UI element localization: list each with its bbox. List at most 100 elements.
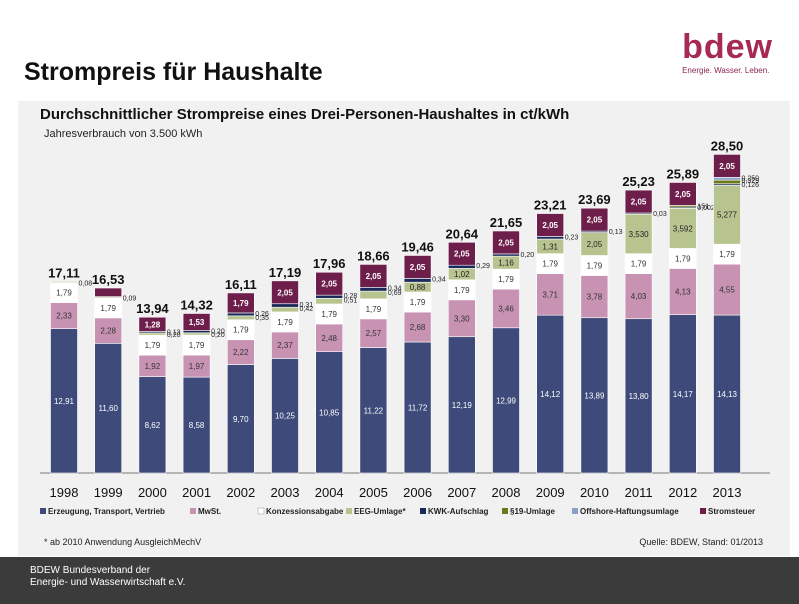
legend-swatch-eeg (346, 508, 352, 514)
legend-label-offshore: Offshore-Haftungsumlage (580, 507, 679, 516)
segment-label-konzession-2009: 1,79 (542, 260, 558, 269)
legend-swatch-erzeugung (40, 508, 46, 514)
segment-label-kwk-2008: 0,20 (521, 252, 535, 259)
total-label-2003: 17,19 (269, 265, 302, 280)
total-label-2011: 25,23 (622, 174, 655, 189)
segment-label-stromsteuer-2001: 1,53 (189, 318, 205, 327)
segment-label-erzeugung-2012: 14,17 (673, 390, 694, 399)
x-tick-label-2006: 2006 (403, 485, 432, 500)
segment-label-erzeugung-2006: 11,72 (408, 403, 428, 412)
segment-label-mwst-2009: 3,71 (542, 290, 558, 299)
bar-segment-erzeugung-2001 (182, 376, 211, 474)
total-label-2002: 16,11 (225, 277, 257, 292)
x-tick-label-2013: 2013 (713, 485, 742, 500)
bar-segment-eeg-2002 (227, 315, 255, 321)
bar-segment-erzeugung-2005 (359, 347, 388, 474)
total-label-2013: 28,50 (711, 138, 744, 153)
logo-wordmark: bdew (682, 28, 773, 66)
bar-segment-mwst-2007 (447, 299, 476, 338)
legend-swatch-offshore (572, 508, 578, 514)
segment-label-mwst-2008: 3,46 (498, 304, 514, 313)
segment-label-eeg-2001: 0,20 (211, 332, 225, 339)
total-label-2008: 21,65 (490, 215, 523, 230)
bar-segment-erzeugung-1999 (94, 343, 122, 474)
bar-segment-eeg-1998 (50, 281, 78, 283)
bar-segment-mwst-2006 (403, 311, 432, 343)
segment-label-mwst-2010: 3,78 (587, 293, 603, 302)
bar-segment-mwst-2004 (315, 323, 344, 353)
footer-bar: BDEW Bundesverband der Energie- und Wass… (0, 557, 799, 604)
bar-segment-erzeugung-2008 (492, 327, 520, 474)
bar-segment-mwst-2010 (580, 275, 609, 319)
segment-label-stromsteuer-2012: 2,05 (675, 190, 691, 199)
total-label-2010: 23,69 (578, 192, 611, 207)
x-tick-label-2000: 2000 (138, 485, 167, 500)
bar-segment-erzeugung-2004 (315, 351, 344, 474)
segment-label-kwk-2011: 0,03 (653, 211, 667, 218)
legend-label-mwst: MwSt. (198, 507, 221, 516)
segment-label-konzession-2010: 1,79 (587, 261, 603, 270)
logo-tagline: Energie. Wasser. Leben. (682, 66, 770, 75)
bar-segment-offshore-2013 (713, 177, 741, 181)
bar-segment-mwst-2005 (359, 318, 388, 348)
bar-segment-eeg-2011 (624, 213, 653, 254)
segment-label-kwk-2007: 0,29 (476, 263, 490, 270)
segment-label-stromsteuer-2010: 2,05 (587, 216, 603, 225)
segment-label-eeg-2002: 0,35 (255, 315, 269, 322)
segment-label-kwk-2003: 0,31 (300, 302, 314, 309)
segment-label-stromsteuer-2004: 2,05 (321, 280, 337, 289)
x-tick-label-2007: 2007 (447, 485, 476, 500)
segment-label-kwk-2002: 0,26 (255, 311, 269, 318)
segment-label-kwk-2006: 0,34 (432, 276, 446, 283)
segment-label-konzession-2007: 1,79 (454, 286, 470, 295)
bar-segment-stromsteuer-2013 (713, 154, 741, 178)
segment-label-mwst-2001: 1,97 (189, 362, 205, 371)
total-label-2001: 14,32 (180, 297, 213, 312)
segment-label-stromsteuer-2007: 2,05 (454, 250, 470, 259)
segment-label-kwk-2013: 0,126 (742, 182, 760, 189)
bar-segment-kwk-2006 (403, 278, 432, 283)
bar-segment-eeg-2005 (359, 290, 388, 300)
segment-label-kwk-2009: 0,23 (565, 234, 579, 241)
x-tick-label-2010: 2010 (580, 485, 609, 500)
segment-label-erzeugung-1999: 11,60 (98, 404, 118, 413)
segment-label-eeg-2005: 0,69 (388, 290, 402, 297)
segment-label-mwst-2006: 2,68 (410, 323, 426, 332)
bar-segment-stromsteuer-2003 (271, 280, 299, 305)
segment-label-mwst-1998: 2,33 (56, 312, 72, 321)
segment-label-erzeugung-2013: 14,13 (717, 390, 738, 399)
bar-segment-stromsteuer-2009 (536, 213, 565, 237)
legend-label-erzeugung: Erzeugung, Transport, Vertrieb (48, 507, 165, 516)
segment-label-erzeugung-2007: 12,19 (452, 401, 473, 410)
segment-label-kwk-2010: 0,13 (609, 229, 623, 236)
bar-segment-erzeugung-2009 (536, 314, 565, 474)
segment-label-stromsteuer-2009: 2,05 (542, 221, 558, 230)
bar-segment-mwst-2002 (227, 339, 255, 365)
bar-segment-stromsteuer-2006 (403, 255, 432, 279)
bar-segment-kwk-2005 (359, 287, 388, 292)
segment-label-erzeugung-2011: 13,80 (629, 392, 650, 401)
legend-swatch-par19 (502, 508, 508, 514)
bar-segment-eeg-2001 (182, 332, 211, 336)
total-label-1998: 17,11 (48, 265, 80, 280)
total-label-2009: 23,21 (534, 198, 567, 213)
legend-label-konzession: Konzessionsabgabe (266, 507, 344, 516)
x-tick-label-2003: 2003 (271, 485, 300, 500)
footer-line-2: Energie- und Wasserwirtschaft e.V. (30, 577, 186, 588)
bar-segment-kwk-2001 (182, 330, 211, 334)
segment-label-eeg-2013: 5,277 (717, 211, 738, 220)
segment-label-mwst-2005: 2,57 (366, 329, 382, 338)
source-note: Quelle: BDEW, Stand: 01/2013 (639, 537, 763, 547)
x-tick-label-2002: 2002 (226, 485, 255, 500)
segment-label-mwst-2004: 2,48 (321, 334, 337, 343)
segment-label-erzeugung-2009: 14,12 (540, 390, 561, 399)
chart-subtitle: Jahresverbrauch von 3.500 kWh (44, 128, 203, 140)
total-label-1999: 16,53 (92, 272, 125, 287)
total-label-2000: 13,94 (136, 301, 169, 316)
legend-label-stromsteuer: Stromsteuer (708, 507, 755, 516)
segment-label-stromsteuer-2008: 2,05 (498, 238, 514, 247)
x-tick-label-2005: 2005 (359, 485, 388, 500)
segment-label-konzession-2006: 1,79 (410, 298, 426, 307)
bar-segment-eeg-2003 (271, 306, 299, 313)
bar-segment-kwk-2009 (536, 236, 565, 240)
